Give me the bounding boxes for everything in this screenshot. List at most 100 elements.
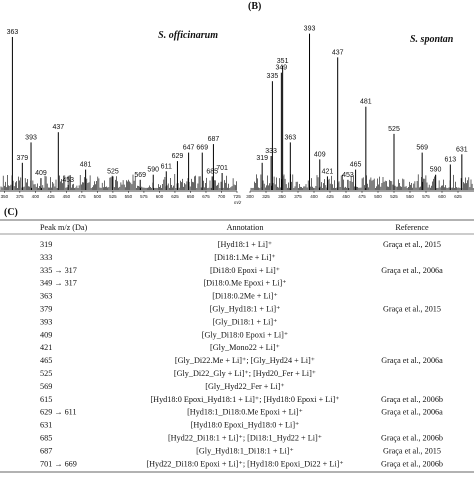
peak-label: 453: [62, 177, 74, 184]
x-tick-label: 725: [233, 194, 241, 199]
peak-cell: 465: [40, 356, 52, 365]
x-tick-label: 325: [262, 194, 270, 199]
peak-label: 525: [107, 168, 119, 175]
annotation-cell: [Gly_Di22.Me + Li]⁺; [Gly_Hyd24 + Li]⁺: [175, 356, 315, 365]
peak-label: 590: [147, 167, 159, 174]
annotation-cell: [Di18:0.2Me + Li]⁺: [212, 292, 278, 301]
x-tick-label: 600: [438, 194, 446, 199]
annotation-cell: [Gly_Hyd18:1_Di18:1 + Li]⁺: [196, 446, 294, 455]
annotation-cell: [Hyd22_Di18:1 + Li]⁺; [Di18:1_Hyd22 + Li…: [168, 434, 322, 443]
peak-label: 379: [16, 155, 28, 162]
peak-cell: 615: [40, 395, 52, 404]
reference-cell: Graça et al., 2006a: [381, 356, 443, 365]
peak-label: 687: [208, 136, 220, 143]
peak-cell: 335 → 317: [40, 266, 77, 275]
x-tick-label: 475: [358, 194, 366, 199]
x-tick-label: 425: [47, 194, 55, 199]
peak-label: 611: [161, 163, 172, 170]
peak-label: 409: [35, 170, 47, 177]
peak-cell: 319: [40, 240, 52, 249]
reference-cell: Graça et al., 2015: [383, 446, 441, 455]
peak-label: 525: [388, 126, 400, 133]
annotation-cell: [Gly_Mono22 + Li]⁺: [210, 343, 280, 352]
peak-label: 685: [206, 168, 218, 175]
reference-cell: Graça et al., 2006a: [381, 408, 443, 417]
annotation-cell: [Hyd18:1 + Li]⁺: [218, 240, 272, 249]
annotation-cell: [Di18:0 Epoxi + Li]⁺: [210, 266, 280, 275]
peak-label: 393: [304, 26, 316, 33]
peak-label: 437: [332, 49, 344, 56]
peak-label: 647: [183, 145, 195, 152]
x-tick-label: 425: [326, 194, 334, 199]
peak-label: 613: [444, 157, 456, 164]
x-tick-label: 650: [187, 194, 195, 199]
panel-label: (C): [4, 207, 18, 218]
column-header: Annotation: [227, 223, 264, 232]
annotation-cell: [Hyd18:0 Epoxi_Hyd18:1 + Li]⁺; [Hyd18:0 …: [150, 395, 339, 404]
x-tick-label: 450: [342, 194, 350, 199]
x-tick-label: 525: [390, 194, 398, 199]
peak-cell: 409: [40, 330, 52, 339]
peak-label: 453: [342, 172, 354, 179]
peak-label: 481: [360, 99, 372, 106]
peak-label: 335: [267, 73, 279, 80]
x-tick-label: 625: [454, 194, 462, 199]
x-tick-label: 675: [202, 194, 210, 199]
annotation-cell: [Gly_Di18:0 Epoxi + Li]⁺: [202, 330, 289, 339]
reference-cell: Graça et al., 2006b: [381, 395, 443, 404]
axis-label: m/z: [234, 200, 242, 205]
x-tick-label: 375: [16, 194, 24, 199]
peak-label: 319: [256, 155, 268, 162]
x-tick-label: 475: [78, 194, 86, 199]
x-tick-label: 300: [246, 194, 254, 199]
peak-label: 333: [265, 148, 277, 155]
reference-cell: Graça et al., 2006b: [381, 434, 443, 443]
annotation-cell: [Gly_Hyd22_Fer + Li]⁺: [205, 382, 284, 391]
panel-label: (B): [248, 1, 261, 12]
peak-label: 363: [7, 29, 19, 36]
column-header: Reference: [395, 223, 429, 232]
peak-cell: 687: [40, 446, 52, 455]
peak-label: 569: [134, 172, 146, 179]
peak-cell: 363: [40, 292, 52, 301]
x-tick-label: 375: [294, 194, 302, 199]
x-tick-label: 500: [374, 194, 382, 199]
peak-cell: 421: [40, 343, 52, 352]
x-tick-label: 400: [310, 194, 318, 199]
reference-cell: Graça et al., 2015: [383, 305, 441, 314]
annotation-cell: [Hyd18:1_Di18:0.Me Epoxi + Li]⁺: [187, 408, 303, 417]
x-tick-label: 625: [171, 194, 179, 199]
peak-cell: 701 → 669: [40, 459, 77, 468]
peak-label: 631: [456, 146, 468, 153]
peak-label: 569: [416, 145, 428, 152]
annotation-cell: [Hyd22_Di18:0 Epoxi + Li]⁺; [Hyd18:0 Epo…: [146, 459, 343, 468]
peak-label: 481: [80, 162, 92, 169]
annotation-cell: [Di18:1.Me + Li]⁺: [214, 253, 275, 262]
peak-label: 393: [25, 134, 37, 141]
species-label: S. spontan: [410, 34, 454, 45]
x-tick-label: 575: [140, 194, 148, 199]
annotation-cell: [Hyd18:0 Epoxi_Hyd18:0 + Li]⁺: [191, 421, 300, 430]
column-header: Peak m/z (Da): [40, 223, 88, 232]
species-label: S. officinarum: [158, 30, 218, 41]
x-tick-label: 600: [156, 194, 164, 199]
peak-label: 701: [216, 165, 228, 172]
peak-label: 409: [314, 151, 326, 158]
x-tick-label: 575: [422, 194, 430, 199]
x-tick-label: 550: [406, 194, 414, 199]
peak-cell: 525: [40, 369, 52, 378]
x-tick-label: 525: [109, 194, 117, 199]
peak-label: 629: [172, 153, 184, 160]
x-tick-label: 400: [32, 194, 40, 199]
peak-cell: 379: [40, 305, 52, 314]
peak-label: 669: [196, 145, 208, 152]
annotation-cell: [Gly_Hyd18:1 + Li]⁺: [210, 305, 281, 314]
x-tick-label: 350: [1, 194, 9, 199]
reference-cell: Graça et al., 2006b: [381, 459, 443, 468]
peak-cell: 349 → 317: [40, 279, 77, 288]
peak-cell: 685: [40, 434, 52, 443]
annotation-cell: [Di18:0.Me Epoxi + Li]⁺: [203, 279, 286, 288]
reference-cell: Graça et al., 2006a: [381, 266, 443, 275]
peak-cell: 333: [40, 253, 52, 262]
